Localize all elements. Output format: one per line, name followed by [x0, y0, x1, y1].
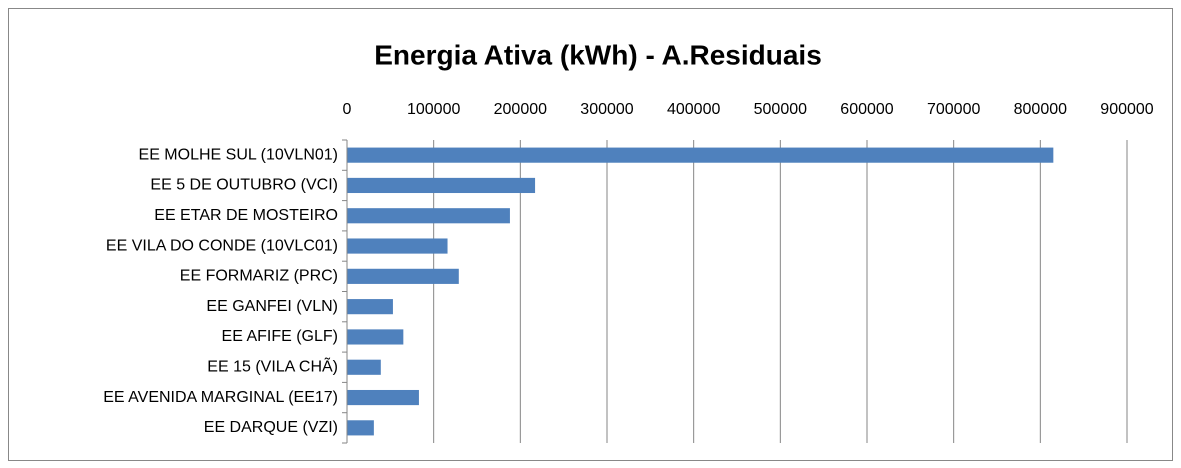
y-tick-label: EE ETAR DE MOSTEIRO — [154, 207, 338, 224]
x-tick-label: 900000 — [1100, 101, 1153, 118]
y-tick-label: EE DARQUE (VZI) — [204, 419, 338, 436]
bar — [347, 177, 536, 194]
y-tick-label: EE MOLHE SUL (10VLN01) — [139, 146, 338, 163]
y-tick-label: EE 15 (VILA CHÃ) — [207, 355, 338, 375]
x-tick-label: 100000 — [407, 101, 460, 118]
x-tick-label: 500000 — [754, 101, 807, 118]
bar — [347, 299, 393, 315]
bar — [347, 268, 459, 284]
x-tick-label: 600000 — [840, 101, 893, 118]
y-tick-label: EE AFIFE (GLF) — [222, 328, 338, 345]
x-tick-label: 700000 — [927, 101, 980, 118]
bar — [347, 420, 374, 436]
bar — [347, 147, 1054, 163]
y-tick-label: EE 5 DE OUTUBRO (VCI) — [150, 177, 338, 194]
x-tick-label: 300000 — [580, 101, 633, 118]
y-tick-label: EE GANFEI (VLN) — [206, 298, 338, 315]
chart-title: Energia Ativa (kWh) - A.Residuais — [374, 39, 822, 70]
x-tick-label: 400000 — [667, 101, 720, 118]
bar — [347, 208, 510, 224]
bar — [347, 238, 448, 254]
chart-border — [8, 8, 1173, 461]
y-tick-label: EE AVENIDA MARGINAL (EE17) — [103, 389, 338, 406]
bar — [347, 329, 404, 345]
bar — [347, 389, 419, 406]
y-tick-label: EE VILA DO CONDE (10VLC01) — [106, 237, 338, 254]
bar — [347, 359, 381, 375]
x-tick-label: 0 — [343, 101, 352, 118]
y-tick-label: EE FORMARIZ (PRC) — [180, 268, 338, 285]
x-tick-label: 200000 — [494, 101, 547, 118]
x-tick-label: 800000 — [1014, 101, 1067, 118]
